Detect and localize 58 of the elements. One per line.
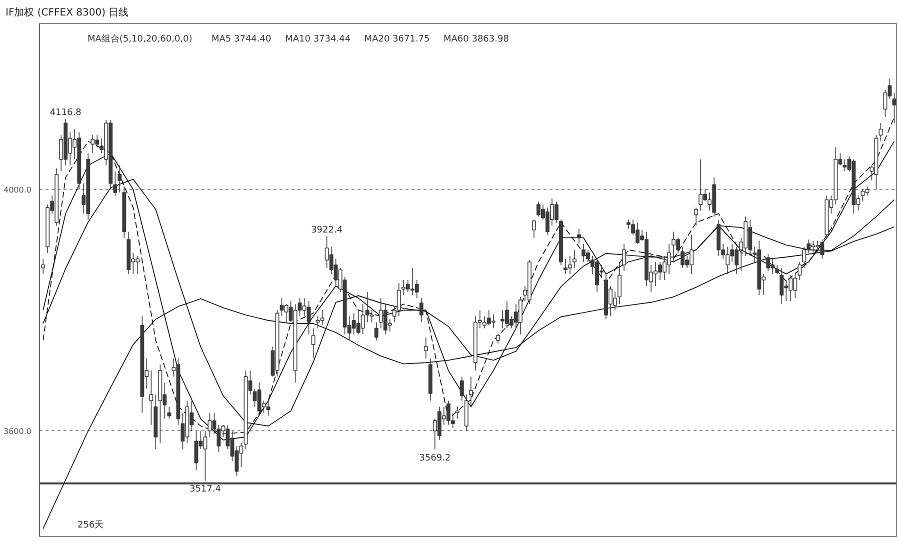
candlestick (216, 424, 221, 452)
candlestick (694, 207, 698, 226)
candlestick (424, 336, 428, 359)
candlestick (41, 258, 46, 274)
candlestick (518, 296, 522, 335)
candlestick (802, 246, 806, 268)
chart-title: IF加权 (CFFEX 8300) 日线 (6, 6, 129, 18)
candlestick (572, 249, 576, 268)
candlestick (257, 382, 262, 414)
candlestick (113, 170, 118, 196)
y-tick-label: 3600.0 (4, 426, 32, 436)
candlestick (680, 246, 685, 268)
candlestick (419, 298, 424, 323)
candlestick (775, 264, 780, 274)
candlestick (320, 310, 324, 326)
annotation: MA20 3671.75 (364, 34, 430, 44)
annotation: 3517.4 (189, 484, 222, 495)
candlestick (798, 261, 802, 280)
candlestick (208, 412, 212, 438)
candlestick (370, 310, 374, 323)
candlestick (698, 158, 703, 211)
candlestick (618, 261, 622, 305)
candlestick (396, 282, 401, 317)
candlestick (118, 164, 122, 193)
annotation: MA10 3734.44 (285, 34, 351, 44)
candlestick (455, 406, 460, 420)
candlestick (460, 376, 464, 402)
candlestick (672, 231, 676, 262)
candlestick (878, 122, 883, 142)
candlestick (532, 219, 536, 238)
candlestick (766, 254, 770, 272)
annotation: 3569.2 (419, 453, 451, 464)
candlestick (626, 219, 631, 230)
candlestick (496, 334, 500, 344)
candlestick (311, 328, 316, 359)
candlestick (149, 370, 154, 426)
y-tick-label: 4000.0 (4, 185, 32, 194)
candlestick (468, 376, 473, 408)
candlestick (194, 430, 198, 471)
candlestick (842, 158, 847, 172)
annotation: 3922.4 (311, 225, 343, 236)
annotation: MA60 3863.98 (444, 34, 510, 44)
annotation: MA5 3744.40 (212, 34, 272, 44)
x-axis-title: 256天 (78, 520, 104, 530)
annotation: 4116.8 (50, 108, 82, 118)
candlestick (577, 228, 581, 244)
candlestick (90, 134, 95, 154)
candlestick (239, 442, 244, 468)
candlestick (780, 268, 784, 305)
candlestick (167, 406, 172, 420)
annotation: MA组合(5,10,20,60,0,0) (88, 34, 192, 44)
candlestick (306, 300, 311, 335)
candlestick (414, 280, 419, 299)
candlestick (374, 322, 378, 341)
candlestick (622, 243, 626, 272)
candlestick (892, 92, 896, 124)
candlestick (491, 314, 496, 329)
candlestick (860, 189, 865, 202)
